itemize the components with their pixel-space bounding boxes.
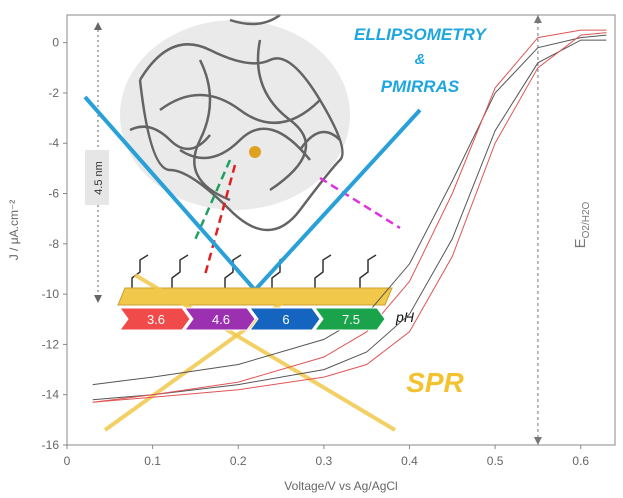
thickness-box	[85, 150, 109, 205]
data-line	[92, 29, 607, 403]
annotation: ELLIPSOMETRY	[354, 25, 488, 44]
ph-value: 3.6	[147, 312, 165, 327]
x-tick-label: 0.1	[144, 454, 161, 468]
annotation: 4.5 nm	[93, 161, 105, 195]
annotation: &	[415, 51, 426, 68]
x-tick-label: 0.5	[487, 454, 504, 468]
reference-arrows	[533, 15, 542, 445]
metal-center	[249, 146, 261, 158]
ph-chevron	[314, 307, 386, 331]
y-tick-label: -16	[42, 438, 60, 452]
ph-value: 7.5	[342, 312, 360, 327]
protein	[120, 13, 350, 232]
annotation: pH	[395, 309, 415, 325]
y-tick-label: -12	[42, 337, 60, 351]
annotation: PMIRRAS	[381, 77, 460, 96]
vline-label: EO2/H2O	[572, 201, 592, 248]
data-line	[92, 32, 607, 403]
data-line	[92, 39, 607, 401]
molecules	[131, 254, 377, 290]
plot-frame	[66, 14, 616, 446]
vline-label-main: E	[572, 238, 589, 248]
dashed-link	[319, 176, 401, 230]
dashed-link	[203, 164, 237, 276]
x-tick-label: 0.6	[572, 454, 589, 468]
data-line	[92, 34, 607, 386]
ph-value: 4.6	[212, 312, 230, 327]
y-axis-title: J / μA.cm⁻²	[7, 200, 21, 261]
illustration	[83, 13, 422, 432]
x-tick-label: 0	[64, 454, 71, 468]
beam-spr	[133, 273, 397, 432]
ph-chevron	[184, 307, 256, 331]
vline-label-sub: O2/H2O	[581, 201, 592, 238]
ph-value: 6	[282, 312, 289, 327]
x-axis-title: Voltage/V vs Ag/AgCl	[284, 479, 397, 493]
y-tick-label: -4	[48, 136, 59, 150]
y-tick-label: -6	[48, 187, 59, 201]
y-tick-label: -10	[42, 287, 60, 301]
gold-substrate	[117, 287, 393, 306]
x-tick-label: 0.3	[316, 454, 333, 468]
y-tick-label: 0	[52, 36, 59, 50]
y-tick-label: -8	[48, 237, 59, 251]
x-tick-label: 0.2	[230, 454, 247, 468]
beam-ellipsometry	[83, 95, 257, 292]
annotation: SPR	[406, 367, 464, 398]
y-tick-label: -14	[42, 388, 60, 402]
ph-chevron	[249, 307, 321, 331]
y-tick-label: -2	[48, 86, 59, 100]
beam-ellipsometry	[253, 108, 422, 292]
x-tick-label: 0.4	[401, 454, 418, 468]
ph-chevron	[119, 307, 191, 331]
